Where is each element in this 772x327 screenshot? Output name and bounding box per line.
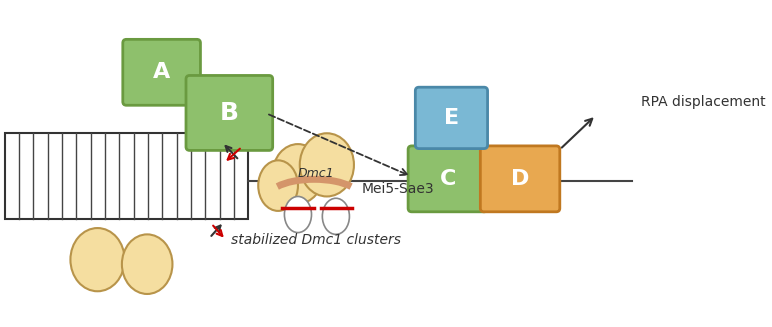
FancyBboxPatch shape	[186, 76, 273, 150]
Ellipse shape	[323, 198, 350, 234]
FancyBboxPatch shape	[480, 146, 560, 212]
Text: Dmc1: Dmc1	[298, 167, 334, 181]
Bar	[5, 133, 249, 219]
FancyBboxPatch shape	[123, 39, 201, 105]
Ellipse shape	[122, 234, 172, 294]
Text: D: D	[511, 169, 530, 189]
FancyBboxPatch shape	[415, 87, 488, 148]
Text: RPA displacement: RPA displacement	[641, 95, 766, 109]
Ellipse shape	[284, 197, 312, 232]
Text: A: A	[153, 62, 171, 82]
Ellipse shape	[273, 144, 323, 204]
Text: C: C	[440, 169, 456, 189]
Text: stabilized Dmc1 clusters: stabilized Dmc1 clusters	[231, 233, 401, 247]
Text: E: E	[444, 108, 459, 128]
Text: B: B	[220, 101, 239, 125]
Ellipse shape	[300, 133, 354, 197]
FancyBboxPatch shape	[408, 146, 488, 212]
Text: Mei5-Sae3: Mei5-Sae3	[361, 182, 434, 196]
Ellipse shape	[258, 160, 298, 211]
Ellipse shape	[70, 228, 124, 291]
